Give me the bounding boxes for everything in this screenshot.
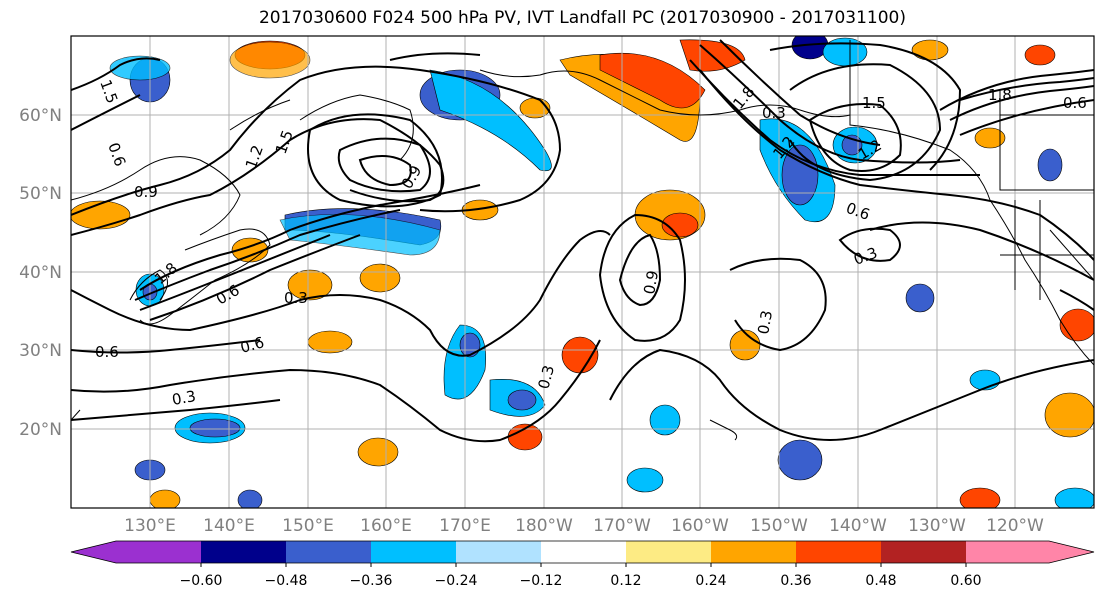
colorbar-swatch: [201, 541, 286, 563]
lon-tick-label: 160°E: [360, 516, 412, 536]
lon-tick-label: 150°W: [750, 516, 808, 536]
contour-label: 0.3: [534, 363, 558, 391]
contour-label: 0.6: [1063, 94, 1087, 112]
contour-label: 0.9: [640, 269, 662, 296]
lon-tick-label: 180°W: [515, 516, 573, 536]
colorbar-swatch: [371, 541, 456, 563]
lat-tick-label: 40°N: [19, 263, 62, 283]
colorbar-tick-label: −0.24: [435, 573, 478, 589]
lon-tick-label: 140°W: [829, 516, 887, 536]
contour-label: 0.3: [762, 104, 786, 122]
colorbar-swatch: [541, 541, 626, 563]
contour-label: 0.6: [238, 333, 266, 357]
lon-tick-label: 170°E: [439, 516, 491, 536]
contour-label: 1.8: [988, 86, 1012, 104]
lon-tick-label: 130°E: [124, 516, 176, 536]
lon-tick-label: 120°W: [986, 516, 1044, 536]
colorbar-swatch: [71, 541, 201, 563]
coastlines: [71, 40, 1094, 441]
map-frame: [70, 35, 1095, 509]
colorbar-swatch: [286, 541, 371, 563]
colorbar-tick-label: 0.36: [780, 573, 811, 589]
contour-label: 0.3: [171, 387, 198, 409]
contour-label: 0.6: [95, 343, 119, 361]
lon-tick-label: 170°W: [593, 516, 651, 536]
lat-tick-label: 60°N: [19, 106, 62, 126]
contour-label: 0.9: [134, 183, 158, 201]
figure-title: 2017030600 F024 500 hPa PV, IVT Landfall…: [258, 8, 906, 28]
colorbar-tick-label: −0.36: [350, 573, 393, 589]
lon-tick-label: 140°E: [203, 516, 255, 536]
contour-label: 0.3: [754, 309, 776, 336]
lon-axis: 130°E 140°E 150°E 160°E 170°E 180°W 170°…: [124, 516, 1044, 536]
lon-tick-label: 150°E: [282, 516, 334, 536]
colorbar-swatch: [881, 541, 966, 563]
colorbar-swatch: [626, 541, 711, 563]
lat-tick-label: 20°N: [19, 420, 62, 440]
lat-tick-label: 50°N: [19, 184, 62, 204]
colorbar-tick-label: −0.48: [265, 573, 308, 589]
contour-label: 1.5: [862, 94, 886, 112]
lon-tick-label: 160°W: [671, 516, 729, 536]
colorbar: −0.60 −0.48 −0.36 −0.24 −0.12 0.12 0.24 …: [70, 540, 1095, 589]
colorbar-swatch: [711, 541, 796, 563]
pv-contours: [71, 39, 1094, 443]
contour-label: 0.3: [284, 289, 308, 307]
colorbar-tick-label: 0.60: [950, 573, 981, 589]
colorbar-swatch: [796, 541, 881, 563]
colorbar-outline: [70, 540, 1095, 564]
colorbar-tick-label: −0.60: [180, 573, 223, 589]
lon-tick-label: 130°W: [908, 516, 966, 536]
colorbar-tick-label: 0.12: [610, 573, 641, 589]
colorbar-tick-label: 0.24: [695, 573, 726, 589]
colorbar-swatch: [966, 541, 1094, 563]
colorbar-tick-label: 0.48: [865, 573, 896, 589]
colorbar-swatch: [456, 541, 541, 563]
colorbar-tick-label: −0.12: [520, 573, 563, 589]
lat-tick-label: 30°N: [19, 341, 62, 361]
lat-axis: 60°N 50°N 40°N 30°N 20°N: [19, 106, 62, 440]
